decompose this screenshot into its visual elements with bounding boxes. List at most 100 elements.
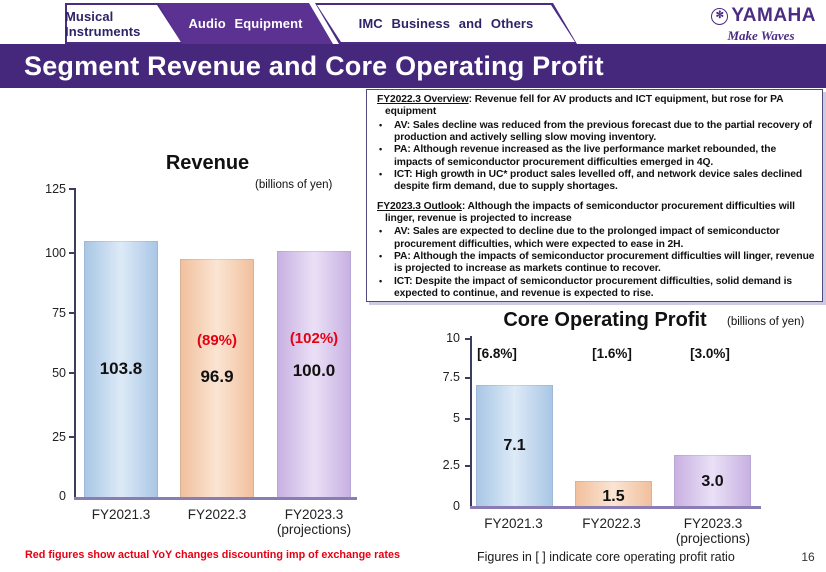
page-number: 16	[801, 550, 815, 564]
xlabel-line1: FY2023.3	[683, 516, 743, 531]
bullet-av: • AV: Sales decline was reduced from the …	[373, 120, 815, 145]
revenue-yoy-fy2023: (102%)	[289, 330, 339, 347]
y-tick: 0	[453, 499, 460, 513]
axis-tick	[69, 188, 74, 190]
bullet-dot-icon: •	[379, 119, 383, 130]
y-tick: 125	[45, 182, 66, 196]
core-profit-x-axis	[470, 506, 761, 509]
revenue-value-fy2021: 103.8	[99, 359, 143, 378]
revenue-xlabel-fy2023: FY2023.3 (projections)	[267, 507, 361, 537]
page-title: Segment Revenue and Core Operating Profi…	[24, 50, 604, 81]
bullet-text: ICT: High growth in UC* product sales le…	[394, 169, 803, 193]
axis-tick	[465, 338, 470, 340]
xlabel-line1: FY2023.3	[284, 507, 344, 522]
revenue-plot-area	[74, 190, 356, 499]
bullet-text: AV: Sales are expected to decline due to…	[394, 226, 780, 250]
core-profit-unit-label: (billions of yen)	[727, 316, 805, 328]
overview-section-fy2022: FY2022.3 Overview: Revenue fell for AV p…	[373, 94, 815, 194]
bullet-text: AV: Sales decline was reduced from the p…	[394, 119, 812, 144]
bullet-text: PA: Although revenue increased as the li…	[394, 144, 777, 168]
y-tick: 0	[59, 489, 66, 503]
core-xlabel-fy2023: FY2023.3 (projections)	[663, 516, 763, 546]
bullet-av: • AV: Sales are expected to decline due t…	[373, 226, 815, 251]
core-profit-chart-title: Core Operating Profit	[503, 309, 707, 331]
bullet-dot-icon: •	[379, 144, 383, 155]
core-ratio-fy2022: [1.6%]	[592, 346, 632, 361]
bar-core-fy2022	[575, 481, 652, 507]
ratio-brackets-note: Figures in [ ] indicate core operating p…	[477, 550, 735, 564]
title-bar: Segment Revenue and Core Operating Profi…	[0, 44, 826, 88]
bullet-pa: • PA: Although the impacts of semiconduct…	[373, 251, 815, 276]
logo-tagline: Make Waves	[725, 28, 797, 46]
xlabel-line2: (projections)	[276, 522, 352, 537]
axis-tick	[69, 252, 74, 254]
y-tick: 100	[45, 246, 66, 260]
revenue-y-axis	[74, 188, 76, 499]
y-tick: 7.5	[442, 370, 460, 384]
bullet-pa: • PA: Although revenue increased as the l…	[373, 144, 815, 169]
tab-border	[158, 3, 333, 44]
bullet-text: PA: Although the impacts of semiconducto…	[394, 251, 815, 275]
axis-tick	[465, 465, 470, 467]
axis-tick	[69, 436, 74, 438]
y-tick: 50	[52, 366, 66, 380]
revenue-chart-title: Revenue	[165, 152, 250, 174]
segment-tabs: Musical Instruments Audio Equipment IMC …	[65, 3, 577, 44]
tab-fill	[317, 5, 575, 42]
revenue-xlabel-fy2021: FY2021.3	[91, 507, 151, 522]
overview-heading-rest: : Revenue fell for AV products and ICT e…	[385, 94, 784, 118]
tab-audio-equipment[interactable]: Audio Equipment	[158, 3, 333, 44]
red-figures-note: Red figures show actual YoY changes disc…	[25, 549, 400, 561]
bullet-text: ICT: Despite the impact of semiconductor…	[394, 275, 793, 300]
tab-musical-instruments[interactable]: Musical Instruments	[65, 3, 183, 44]
core-xlabel-fy2022: FY2022.3	[582, 516, 641, 531]
overview-heading: FY2022.3 Overview: Revenue fell for AV p…	[373, 94, 815, 119]
core-value-fy2021: 7.1	[503, 437, 526, 454]
revenue-unit-label: (billions of yen)	[255, 179, 333, 191]
bar-revenue-fy2022	[180, 258, 254, 498]
core-xlabel-fy2021: FY2021.3	[484, 516, 543, 531]
core-ratio-fy2021: [6.8%]	[477, 346, 517, 361]
axis-tick	[69, 312, 74, 314]
revenue-value-fy2022: 96.9	[200, 367, 234, 386]
bullet-dot-icon: •	[379, 169, 383, 180]
revenue-xlabel-fy2022: FY2022.3	[187, 507, 247, 522]
y-tick: 10	[446, 331, 460, 345]
overview-heading-lead: FY2023.3 Outlook	[377, 200, 462, 212]
y-tick: 25	[52, 430, 66, 444]
axis-tick	[465, 377, 470, 379]
axis-tick	[465, 418, 470, 420]
bullet-dot-icon: •	[379, 275, 383, 286]
core-profit-y-axis	[470, 336, 472, 508]
tab-border	[315, 3, 577, 44]
core-value-fy2022: 1.5	[602, 488, 625, 505]
overview-heading-rest: : Although the impacts of semiconductor …	[385, 200, 795, 225]
tab-label: IMC Business and Others	[358, 16, 534, 31]
core-ratio-fy2023: [3.0%]	[690, 346, 730, 361]
overview-section-fy2023: FY2023.3 Outlook: Although the impacts o…	[373, 201, 815, 301]
overview-heading: FY2023.3 Outlook: Although the impacts o…	[373, 201, 815, 226]
tuning-fork-circle-icon: ✻	[711, 7, 729, 25]
y-tick: 5	[453, 411, 460, 425]
revenue-value-fy2023: 100.0	[292, 361, 336, 380]
axis-tick	[69, 372, 74, 374]
bullet-ict: • ICT: High growth in UC* product sales l…	[373, 169, 815, 194]
revenue-x-axis	[74, 497, 357, 500]
logo-brand-text: YAMAHA	[731, 5, 816, 26]
y-tick: 75	[52, 306, 66, 320]
tab-label: Musical Instruments	[65, 8, 141, 39]
y-tick: 2.5	[442, 458, 460, 472]
overview-box: FY2022.3 Overview: Revenue fell for AV p…	[366, 89, 823, 302]
core-value-fy2023: 3.0	[701, 473, 724, 490]
bullet-dot-icon: •	[379, 226, 383, 237]
tab-label: Audio Equipment	[188, 16, 303, 31]
bar-revenue-fy2023	[277, 250, 351, 498]
xlabel-line2: (projections)	[675, 531, 751, 546]
bullet-dot-icon: •	[379, 251, 383, 262]
bullet-ict: • ICT: Despite the impact of semiconducto…	[373, 276, 815, 301]
yamaha-logo: ✻ YAMAHA Make Waves	[706, 5, 816, 46]
revenue-yoy-fy2022: (89%)	[196, 332, 237, 349]
overview-heading-lead: FY2022.3 Overview	[377, 94, 469, 105]
tab-imc-business[interactable]: IMC Business and Others	[315, 3, 577, 44]
